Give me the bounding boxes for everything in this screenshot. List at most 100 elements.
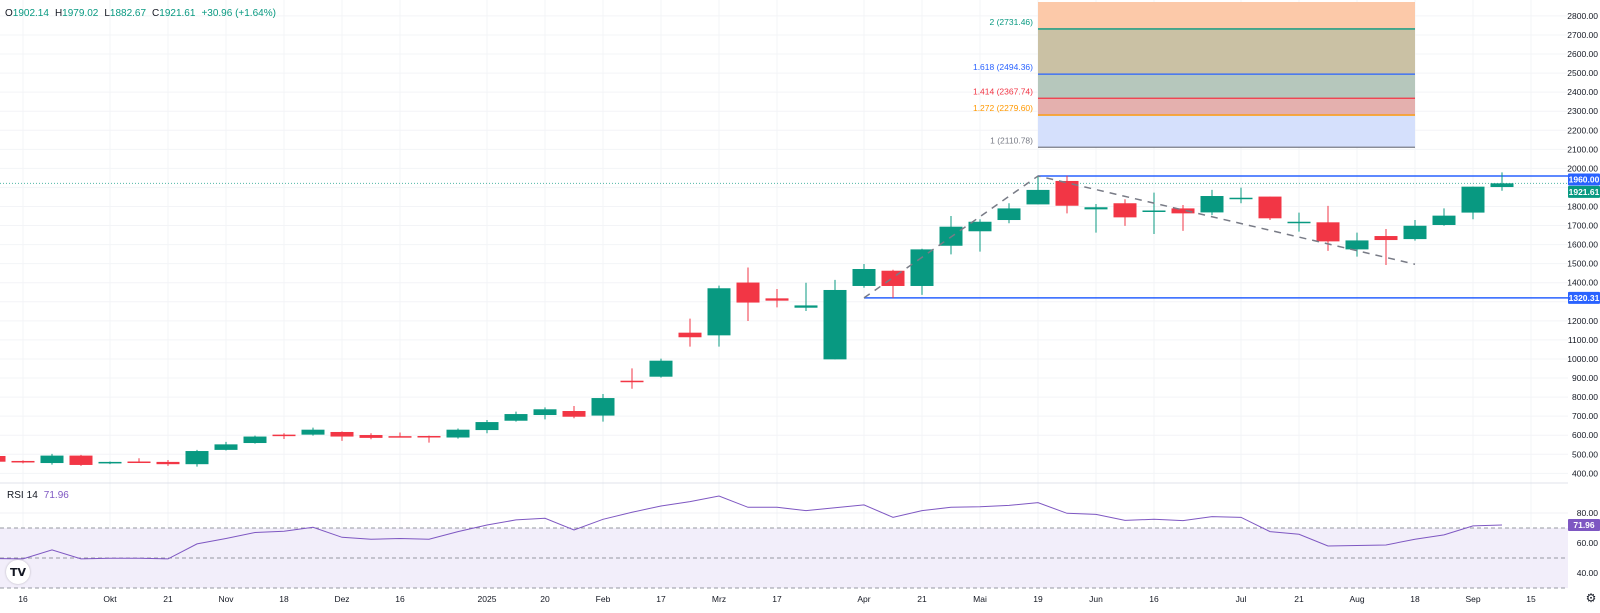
time-tick-label: Dez <box>334 594 349 604</box>
tradingview-logo[interactable]: TV <box>6 560 30 584</box>
candle-body <box>388 436 412 438</box>
candle-body <box>330 431 354 437</box>
level-price-tag-text: 1320.31 <box>1569 293 1600 303</box>
candle <box>678 318 702 347</box>
candle-body <box>69 455 93 465</box>
candle <box>127 458 151 464</box>
candle-body <box>1490 183 1514 188</box>
candle-body <box>765 298 789 301</box>
rsi-tick-label: 80.00 <box>1577 508 1599 518</box>
time-tick-label: Mrz <box>712 594 726 604</box>
level-price-tag-bg <box>1568 291 1600 304</box>
candle-body <box>1287 221 1311 224</box>
candle-body <box>823 289 847 360</box>
price-tick-label: 2400.00 <box>1567 87 1598 97</box>
change-value: +30.96 (+1.64%) <box>201 8 276 19</box>
candle-body <box>243 436 267 444</box>
rsi-value-tag-text: 71.96 <box>1573 520 1595 530</box>
price-tick-label: 900.00 <box>1572 373 1598 383</box>
price-tick-label: 700.00 <box>1572 411 1598 421</box>
candle-body <box>1374 236 1398 241</box>
candle <box>939 216 963 255</box>
price-tick-label: 2700.00 <box>1567 30 1598 40</box>
candle <box>214 441 238 451</box>
candle <box>156 459 180 466</box>
price-tick-label: 800.00 <box>1572 392 1598 402</box>
rsi-tick-label: 40.00 <box>1577 568 1599 578</box>
candle-body <box>214 444 238 450</box>
candle-body <box>417 435 441 438</box>
candle-body <box>997 208 1021 221</box>
price-tick-label: 1600.00 <box>1567 240 1598 250</box>
time-tick-label: Jun <box>1089 594 1103 604</box>
candle-body <box>98 461 122 464</box>
time-tick-label: 16 <box>18 594 28 604</box>
fib-extension[interactable]: 1 (2110.78) 1.272 (2279.60) 1.414 (2367.74… <box>973 2 1415 148</box>
candle <box>185 449 209 467</box>
open-label: O <box>5 8 13 19</box>
candle <box>1026 176 1050 205</box>
trend-line[interactable] <box>863 175 1416 299</box>
horizontal-lines[interactable] <box>0 175 1568 299</box>
time-tick-label: Feb <box>596 594 611 604</box>
close-label: C <box>152 8 160 19</box>
time-tick-label: 16 <box>1149 594 1159 604</box>
rsi-legend[interactable]: RSI 14 71.96 <box>7 490 69 501</box>
candle-body <box>475 422 499 431</box>
rsi-title: RSI <box>7 490 24 501</box>
time-tick-label: Okt <box>103 594 117 604</box>
candle <box>1461 186 1485 220</box>
level-price-tag: 1960.00 <box>1568 173 1600 186</box>
candle-body <box>562 411 586 417</box>
candle-body <box>504 414 528 421</box>
time-tick-label: Aug <box>1349 594 1364 604</box>
candle-body <box>1403 225 1427 240</box>
candle-body <box>591 398 615 416</box>
time-axis[interactable]: 16 Okt 21 Nov 18 Dez 16 2025 20 Feb 17 Mrz 17 Apr 21 Ma… <box>18 594 1536 604</box>
fib-zone-fill <box>1038 115 1415 148</box>
price-tick-label: 2000.00 <box>1567 163 1598 173</box>
fib-zone-fill <box>1038 74 1415 99</box>
price-tick-label: 1700.00 <box>1567 221 1598 231</box>
candle-body <box>40 455 64 464</box>
candle-body <box>156 461 180 465</box>
candle <box>1171 204 1195 231</box>
candle-body <box>649 360 673 377</box>
candle <box>823 279 847 360</box>
candle-body <box>968 221 992 232</box>
fib-level-label: 1.414 (2367.74) <box>973 86 1033 96</box>
candle <box>1432 208 1456 226</box>
candle-body <box>1432 215 1456 225</box>
price-tick-label: 2300.00 <box>1567 106 1598 116</box>
time-tick-label: Jul <box>1236 594 1247 604</box>
candle-body <box>1171 208 1195 214</box>
candle <box>1258 196 1282 221</box>
candle <box>1055 175 1079 214</box>
candle <box>359 433 383 440</box>
gear-icon[interactable]: ⚙ <box>1585 591 1597 605</box>
candle-body <box>11 460 35 463</box>
price-tick-label: 1000.00 <box>1567 354 1598 364</box>
candle <box>533 407 557 420</box>
high-label: H <box>54 8 63 19</box>
candle <box>562 406 586 419</box>
last-price-tag-bg <box>1568 185 1600 198</box>
rsi-line <box>0 495 1503 560</box>
time-tick-label: Sep <box>1465 594 1480 604</box>
low-value: 1882.67 <box>109 8 147 19</box>
candle <box>301 427 325 436</box>
last-price-tag: 1921.61 <box>1568 185 1600 198</box>
rsi-value-tag: 71.96 <box>1568 519 1600 532</box>
candle <box>1229 187 1253 204</box>
time-tick-label: Mai <box>973 594 987 604</box>
time-tick-label: 16 <box>395 594 405 604</box>
high-value: 1979.02 <box>62 8 99 19</box>
candle-body <box>620 380 644 383</box>
time-tick-label: 20 <box>540 594 550 604</box>
candle-body <box>1258 196 1282 219</box>
candle <box>504 411 528 422</box>
price-tick-label: 1400.00 <box>1567 278 1598 288</box>
candle-body <box>1026 189 1050 205</box>
price-tick-label: 1200.00 <box>1567 316 1598 326</box>
